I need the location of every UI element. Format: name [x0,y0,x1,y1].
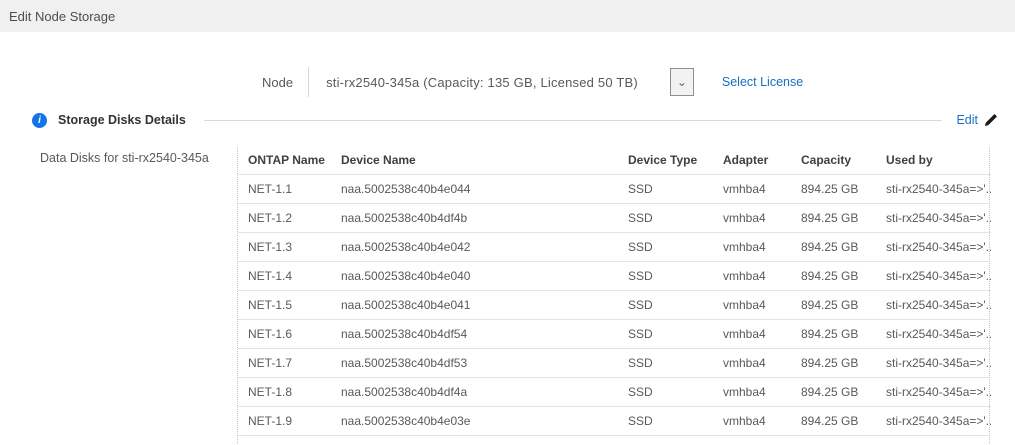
data-disks-caption: Data Disks for sti-rx2540-345a [40,151,209,165]
info-icon: i [32,112,47,128]
col-header-used-by: Used by [886,153,933,167]
node-separator [308,67,310,97]
section-title: Storage Disks Details [58,113,186,127]
used-by-cell: sti-rx2540-345a=>'... [876,348,991,378]
device-name-cell: naa.5002538c40b4df53 [331,348,618,378]
capacity-cell: 894.25 GB [791,348,876,378]
table-row: NET-1.9 naa.5002538c40b4e03e SSD vmhba4 … [238,406,991,436]
device-type-cell: SSD [618,203,713,233]
ontap-name-cell: NET-1.4 [238,261,331,291]
chevron-down-icon: ⌄ [676,75,687,89]
used-by-cell: sti-rx2540-345a=>'... [876,203,991,233]
table-row: NET-1.1 naa.5002538c40b4e044 SSD vmhba4 … [238,174,991,204]
col-header-device-name: Device Name [341,153,416,167]
adapter-cell: vmhba4 [713,377,791,407]
device-name-cell: naa.5002538c40b4e041 [331,290,618,320]
ontap-name-cell: NET-1.5 [238,290,331,320]
adapter-cell: vmhba4 [713,290,791,320]
node-label: Node [262,74,294,90]
adapter-cell: vmhba4 [713,203,791,233]
disk-table-body: NET-1.1 naa.5002538c40b4e044 SSD vmhba4 … [238,174,991,445]
dialog-titlebar: Edit Node Storage [0,0,1015,32]
capacity-cell: 894.25 GB [791,435,876,445]
device-type-cell: SSD [618,290,713,320]
adapter-cell: vmhba4 [713,174,791,204]
used-by-cell: sti-rx2540-345a=>'... [876,174,991,204]
col-header-ontap-name: ONTAP Name [248,153,325,167]
device-type-cell: SSD [618,232,713,262]
device-name-cell: naa.5002538c40b4e03e [331,406,618,436]
device-name-cell: naa.5002538c40b4e042 [331,232,618,262]
adapter-cell: vmhba4 [713,435,791,445]
ontap-name-cell: NET-1.9 [238,406,331,436]
device-type-cell: SSD [618,377,713,407]
table-row: NET-1.8 naa.5002538c40b4df4a SSD vmhba4 … [238,377,991,407]
ontap-name-cell: NET-1.3 [238,232,331,262]
device-type-cell: SSD [618,319,713,349]
used-by-cell: sti-rx2540-345a=>'... [876,319,991,349]
device-name-cell: naa.5002538c40b4df54 [331,319,618,349]
device-name-cell: naa.5002538c40b4df4b [331,203,618,233]
used-by-cell: sti-rx2540-345a=>'... [876,406,991,436]
select-license-link[interactable]: Select License [721,75,804,89]
adapter-cell: vmhba4 [713,261,791,291]
used-by-cell: sti-rx2540-345a=>'... [876,261,991,291]
adapter-cell: vmhba4 [713,232,791,262]
device-name-cell: naa.5002538c40b4e046 [331,435,618,445]
edit-link[interactable]: Edit [956,113,978,127]
adapter-cell: vmhba4 [713,406,791,436]
device-name-cell: naa.5002538c40b4df4a [331,377,618,407]
device-name-cell: naa.5002538c40b4e040 [331,261,618,291]
ontap-name-cell: NET-1.2 [238,203,331,233]
ontap-name-cell: NET-1.8 [238,377,331,407]
table-row: NET-1.10 naa.5002538c40b4e046 SSD vmhba4… [238,435,991,445]
table-row: NET-1.2 naa.5002538c40b4df4b SSD vmhba4 … [238,203,991,233]
used-by-cell: sti-rx2540-345a=>'... [876,377,991,407]
pencil-icon[interactable] [983,112,999,128]
device-type-cell: SSD [618,406,713,436]
col-header-capacity: Capacity [801,153,852,167]
table-row: NET-1.4 naa.5002538c40b4e040 SSD vmhba4 … [238,261,991,291]
device-type-cell: SSD [618,435,713,445]
adapter-cell: vmhba4 [713,348,791,378]
table-row: NET-1.5 naa.5002538c40b4e041 SSD vmhba4 … [238,290,991,320]
device-name-cell: naa.5002538c40b4e044 [331,174,618,204]
storage-disks-section-header: i Storage Disks Details Edit [32,112,999,128]
device-type-cell: SSD [618,261,713,291]
capacity-cell: 894.25 GB [791,261,876,291]
device-type-cell: SSD [618,348,713,378]
adapter-cell: vmhba4 [713,319,791,349]
section-divider [203,119,943,121]
capacity-cell: 894.25 GB [791,232,876,262]
node-dropdown-button[interactable]: ⌄ [669,68,694,96]
capacity-cell: 894.25 GB [791,406,876,436]
ontap-name-cell: NET-1.1 [238,174,331,204]
used-by-cell: sti-rx2540-345a=>'... [876,290,991,320]
capacity-cell: 894.25 GB [791,174,876,204]
node-selector-row: Node sti-rx2540-345a (Capacity: 135 GB, … [262,66,803,98]
used-by-cell: sti-rx2540-345a=>'... [876,232,991,262]
col-header-device-type: Device Type [628,153,698,167]
ontap-name-cell: NET-1.7 [238,348,331,378]
ontap-name-cell: NET-1.10 [238,435,331,445]
edit-action[interactable]: Edit [956,112,999,128]
used-by-cell: sti-rx2540-345a=>'... [876,435,991,445]
table-header-row: ONTAP Name Device Name Device Type Adapt… [238,147,991,175]
ontap-name-cell: NET-1.6 [238,319,331,349]
table-row: NET-1.3 naa.5002538c40b4e042 SSD vmhba4 … [238,232,991,262]
table-row: NET-1.6 naa.5002538c40b4df54 SSD vmhba4 … [238,319,991,349]
device-type-cell: SSD [618,174,713,204]
capacity-cell: 894.25 GB [791,203,876,233]
capacity-cell: 894.25 GB [791,290,876,320]
capacity-cell: 894.25 GB [791,319,876,349]
disk-table: ONTAP Name Device Name Device Type Adapt… [237,147,991,445]
col-header-adapter: Adapter [723,153,769,167]
capacity-cell: 894.25 GB [791,377,876,407]
node-selected-value: sti-rx2540-345a (Capacity: 135 GB, Licen… [326,74,638,90]
table-row: NET-1.7 naa.5002538c40b4df53 SSD vmhba4 … [238,348,991,378]
page-title: Edit Node Storage [9,8,116,24]
